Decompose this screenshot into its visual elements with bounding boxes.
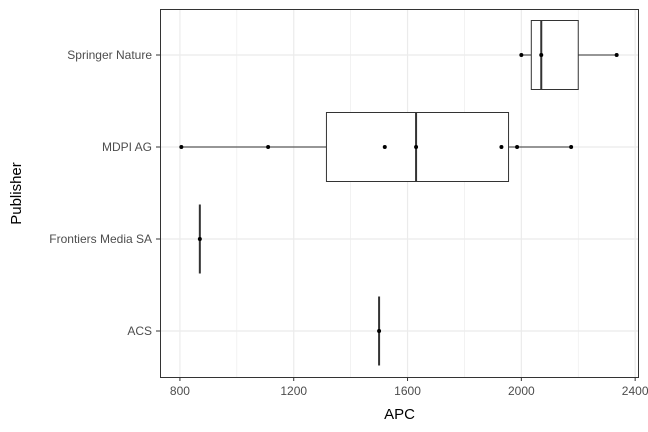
box-group [519,20,619,90]
y-axis-title: Publisher [8,162,25,225]
box-group [377,296,382,366]
y-tick-label: Frontiers Media SA [49,232,152,246]
axes: 800 1200 1600 2000 2400 ACS Frontiers Media SA… [49,48,648,398]
x-axis-title: APC [384,406,415,423]
data-point [266,145,271,149]
box-group [197,204,202,274]
data-point [515,145,520,149]
data-point [179,145,184,149]
data-point [414,145,419,149]
plot-marks [179,20,619,366]
box [530,20,579,90]
x-tick-label: 2400 [622,384,648,398]
panel-border [160,9,639,378]
data-point [539,53,544,57]
box-group [179,112,574,182]
x-tick-label: 1600 [394,384,421,398]
x-tick-label: 800 [170,384,190,398]
x-tick-label: 1200 [280,384,307,398]
data-point [519,53,524,57]
data-point [569,145,574,149]
y-tick-label: MDPI AG [102,140,152,154]
data-point [197,237,202,241]
data-point [382,145,387,149]
data-point [377,329,382,333]
y-tick-label: ACS [127,324,152,338]
data-point [614,53,619,57]
data-point [499,145,504,149]
y-tick-label: Springer Nature [67,48,152,62]
x-tick-label: 2000 [508,384,535,398]
